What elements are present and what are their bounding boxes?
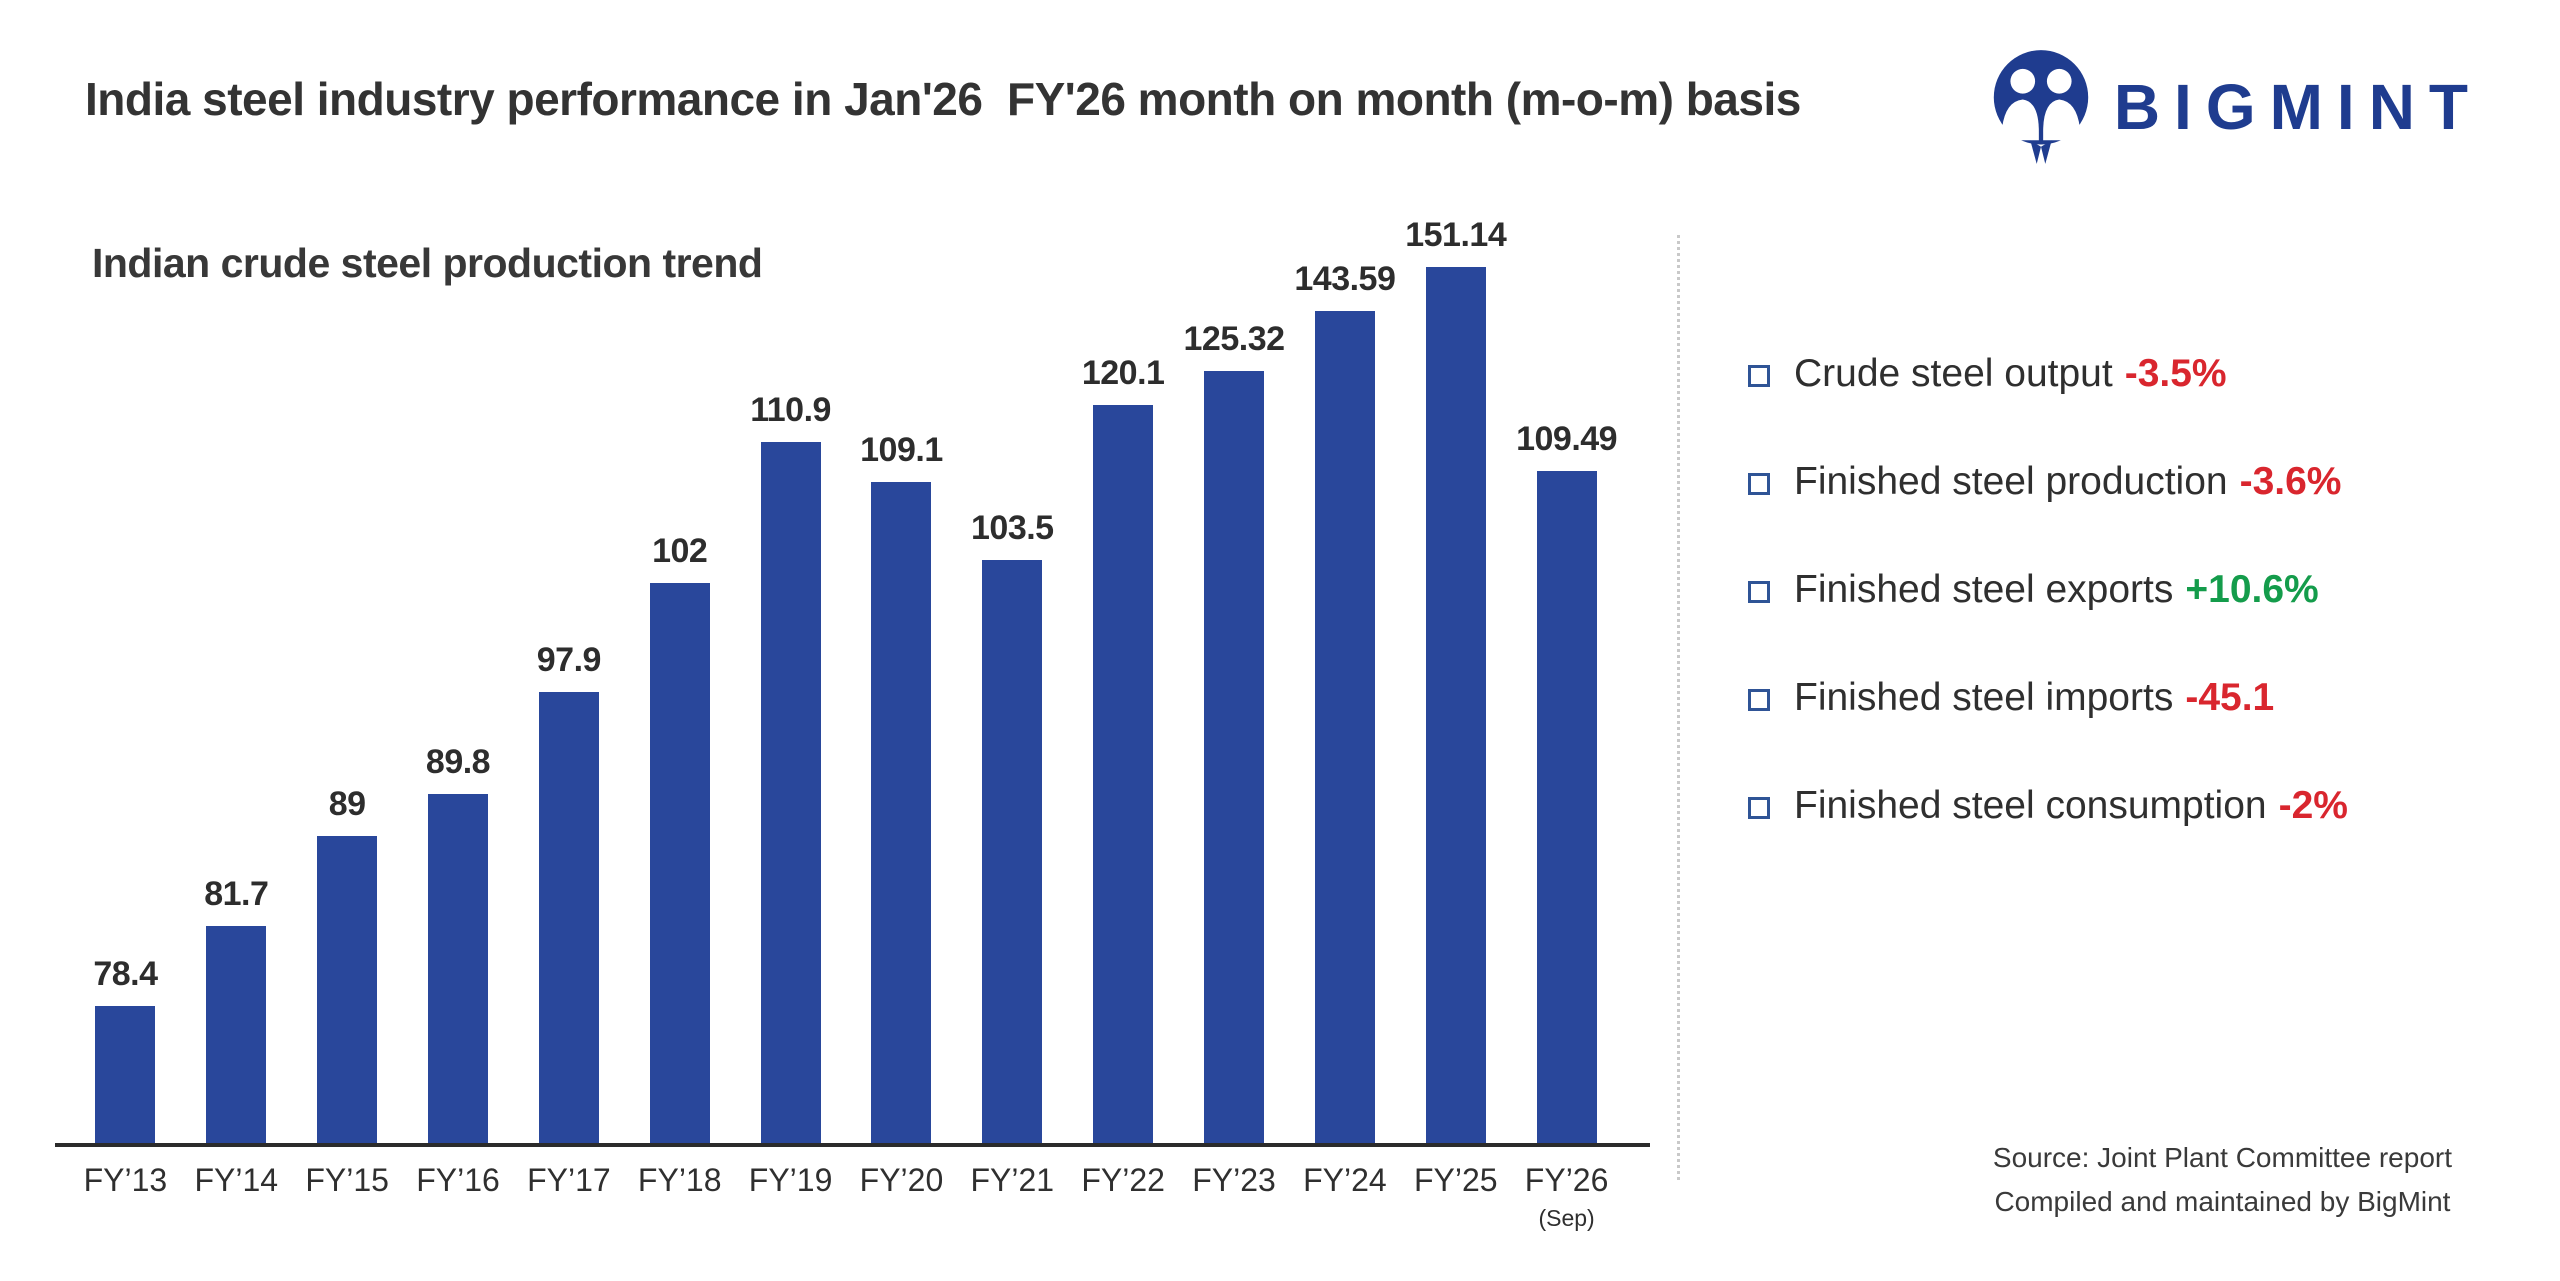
bar-group-FY’13: 78.4	[70, 955, 181, 1143]
bigmint-logo-text: BIGMINT	[2113, 71, 2482, 143]
bar-value-label: 151.14	[1405, 216, 1507, 254]
x-axis-labels: FY’13 FY’14 FY’15 FY’16 FY’17 FY’18 FY’19 FY’20…	[70, 1162, 1622, 1232]
bar	[317, 836, 378, 1143]
bar-value-label: 109.49	[1516, 420, 1618, 458]
x-axis-label: FY’19	[748, 1162, 833, 1198]
x-axis-label: FY’20	[859, 1162, 944, 1198]
bar-group-FY’23: 125.32	[1179, 320, 1290, 1143]
bar	[538, 692, 599, 1143]
bar	[1314, 311, 1375, 1143]
x-axis-label: FY’14	[194, 1162, 279, 1198]
bar-group-FY’17: 97.9	[513, 641, 624, 1143]
x-axis-label: FY’16	[416, 1162, 500, 1198]
bar-value-label: 143.59	[1294, 260, 1396, 298]
bar	[428, 794, 488, 1143]
bar-value-label: 78.4	[93, 955, 158, 993]
square-bullet-icon	[1748, 581, 1770, 603]
bar-group-FY’14: 81.7	[181, 875, 292, 1143]
x-axis-label: FY’18	[637, 1162, 722, 1198]
x-axis-label: FY’23	[1192, 1162, 1276, 1198]
bar-value-label: 89.8	[425, 743, 491, 781]
chart-title: Indian crude steel production trend	[92, 240, 763, 286]
bar-value-label: 102	[652, 532, 708, 570]
x-axis-label: FY’24	[1303, 1162, 1387, 1198]
page-title: India steel industry performance in Jan'…	[85, 73, 1801, 125]
highlight-value: -45.1	[2185, 676, 2275, 719]
bar-value-label: 89	[328, 785, 366, 823]
bar	[760, 442, 821, 1143]
source-note: Source: Joint Plant Committee report Com…	[1993, 1136, 2452, 1223]
highlight-label: Finished steel exports	[1794, 568, 2174, 611]
square-bullet-icon	[1748, 365, 1770, 387]
x-axis-line	[55, 1143, 1650, 1147]
bigmint-logo-icon	[1993, 50, 2089, 164]
highlight-item: Crude steel output -3.5%	[1748, 352, 2528, 396]
bar-group-FY’25: 151.14	[1400, 216, 1511, 1143]
x-axis-label: FY’17	[527, 1162, 611, 1198]
highlight-label: Finished steel production	[1794, 460, 2228, 503]
square-bullet-icon	[1748, 473, 1770, 495]
bar-chart: 78.4 81.7 89 89.8 97.9 102 110.9 109.1 103.5 120.…	[70, 216, 1622, 1143]
bar-value-label: 97.9	[536, 641, 602, 679]
square-bullet-icon	[1748, 797, 1770, 819]
square-bullet-icon	[1748, 689, 1770, 711]
x-axis-label: FY’13	[83, 1162, 168, 1198]
highlight-label: Finished steel consumption	[1794, 784, 2267, 827]
bar-group-FY’22: 120.1	[1068, 354, 1179, 1143]
bar	[95, 1006, 156, 1143]
bar	[871, 482, 932, 1143]
bar	[1425, 267, 1486, 1143]
highlight-item: Finished steel consumption -2%	[1748, 784, 2528, 828]
bar	[1093, 405, 1154, 1143]
bar-value-label: 103.5	[971, 509, 1054, 547]
x-axis-label: FY’25	[1413, 1162, 1498, 1198]
bar-group-FY’19: 110.9	[735, 391, 846, 1143]
x-axis-label: FY’21	[970, 1162, 1055, 1198]
bar-value-label: 120.1	[1081, 354, 1165, 392]
bar	[649, 583, 710, 1143]
highlight-item: Finished steel exports +10.6%	[1748, 568, 2528, 612]
bar	[982, 560, 1043, 1143]
bar-value-label: 109.1	[860, 431, 943, 469]
bar	[206, 926, 267, 1143]
x-axis-label: FY’15	[305, 1162, 389, 1198]
vertical-dotted-divider	[1677, 235, 1680, 1180]
bigmint-logo: BIGMINT	[1986, 48, 2482, 166]
bar-group-FY’24: 143.59	[1289, 260, 1400, 1143]
highlight-item: Finished steel imports -45.1	[1748, 676, 2528, 720]
highlight-label: Finished steel imports	[1794, 676, 2174, 719]
highlight-value: -3.6%	[2239, 460, 2342, 503]
highlight-label: Crude steel output	[1794, 352, 2113, 395]
highlights-list: Crude steel output -3.5% Finished steel pr…	[1748, 352, 2528, 892]
source-line-2: Compiled and maintained by BigMint	[1994, 1185, 2451, 1217]
bar-group-FY’26: 109.49	[1511, 420, 1622, 1143]
highlight-value: -3.5%	[2124, 352, 2227, 395]
bar-value-label: 125.32	[1183, 320, 1286, 358]
bar-value-label: 110.9	[750, 391, 831, 429]
x-axis-label-note: (Sep)	[1538, 1205, 1595, 1231]
source-line-1: Source: Joint Plant Committee report	[1992, 1142, 2452, 1174]
bar-group-FY’18: 102	[624, 532, 735, 1143]
bar	[1204, 371, 1265, 1143]
bar	[1536, 471, 1597, 1143]
bar-group-FY’16: 89.8	[403, 743, 514, 1143]
highlight-value: +10.6%	[2185, 568, 2319, 611]
x-axis-label: FY’22	[1081, 1162, 1165, 1198]
bar-value-label: 81.7	[204, 875, 269, 913]
bar-group-FY’15: 89	[292, 785, 403, 1143]
bar-group-FY’21: 103.5	[957, 509, 1068, 1143]
x-axis-label: FY’26 (Sep)	[1511, 1162, 1622, 1232]
bar-group-FY’20: 109.1	[846, 431, 957, 1143]
highlight-item: Finished steel production -3.6%	[1748, 460, 2528, 504]
highlight-value: -2%	[2278, 784, 2348, 827]
